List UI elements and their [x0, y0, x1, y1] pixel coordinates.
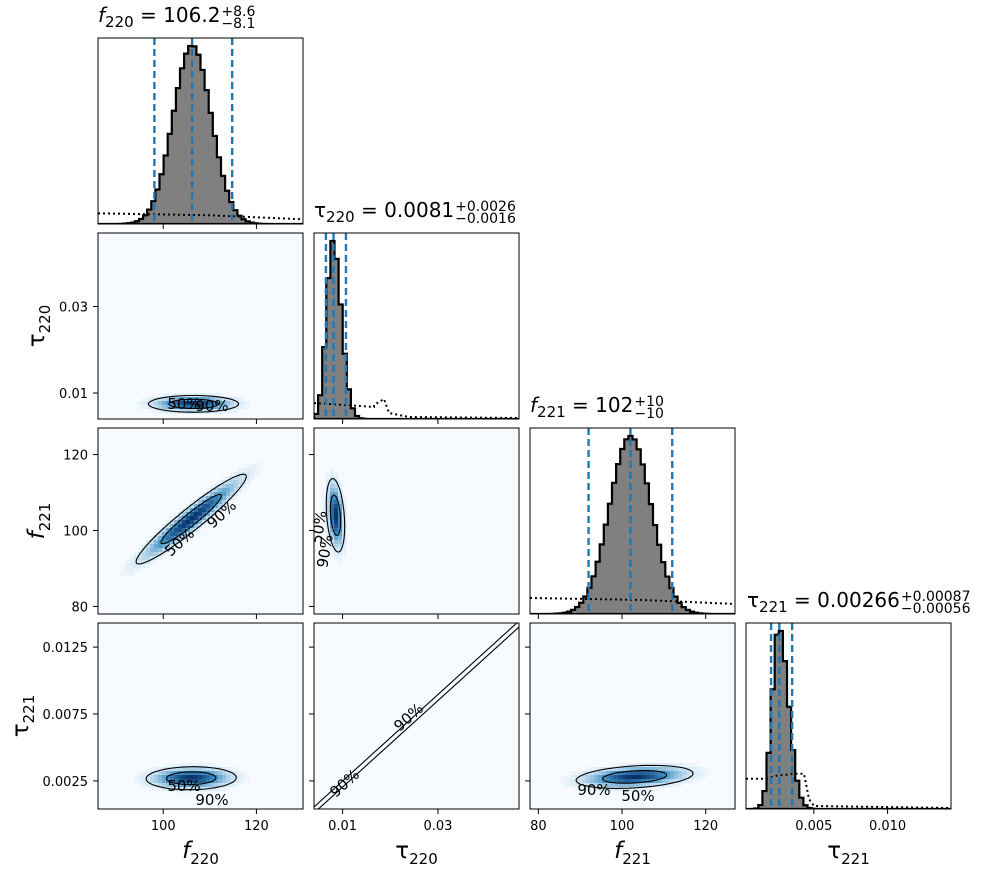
x-tick-label: 0.03: [423, 819, 452, 834]
contour-90: [575, 764, 694, 789]
title-plus: +8.6: [221, 4, 255, 20]
y-tick-label: 100: [63, 524, 88, 539]
y-tick-label: 0.0075: [43, 708, 89, 723]
contour-90: [317, 626, 519, 809]
x-tick-label: 80: [530, 819, 547, 834]
x-tick-label: 100: [151, 819, 176, 834]
panel-background: [314, 428, 519, 614]
contour-90: [145, 766, 237, 791]
x-tick-label: 0.01: [328, 819, 357, 834]
pair-panel-τ220-vs-f220: 50%90% 0.01 0.03: [59, 232, 304, 424]
y-tick-label: 0.0125: [43, 641, 89, 656]
panel-background: [98, 233, 303, 419]
panel-title: f221 = 102: [530, 393, 633, 421]
contour-50: [160, 493, 222, 545]
hist-panel-f220: f220 = 106.2 +8.6−8.1: [97, 3, 304, 229]
hist-panel-τ220: τ220 = 0.0081 +0.0026−0.0016: [313, 198, 520, 424]
pair-panel-τ221-vs-f220: 50%90% 100 120 0.0025 0.0075 0.0125: [43, 622, 304, 834]
y-tick-label: 120: [63, 449, 88, 464]
title-minus: −0.0016: [455, 211, 516, 227]
title-plus: +0.0026: [455, 199, 516, 215]
pair-panel-τ221-vs-f221: 90% 50% 80 100 120: [525, 622, 736, 834]
contour-label-90: 90%: [577, 781, 610, 799]
contour-90: [135, 473, 247, 565]
svg-text:f220: f220: [182, 838, 219, 868]
panel-background: [314, 623, 519, 809]
y-tick-label: 0.0025: [43, 775, 89, 790]
hist-panel-τ221: τ221 = 0.00266 +0.00087−0.00056 0.005 0.010: [745, 588, 971, 834]
contour-90: [314, 623, 518, 808]
panel-title: τ220 = 0.0081: [314, 198, 454, 226]
y-tick-label: 0.01: [59, 387, 88, 402]
contour-90: [147, 394, 240, 413]
prior-line: [746, 772, 951, 809]
posterior-histogram: [746, 629, 951, 809]
hist-panel-f221: f221 = 102 +10−10: [529, 393, 736, 619]
contour-50: [329, 494, 342, 537]
axis-label-τ221: τ221: [827, 838, 870, 868]
x-tick-label: 0.005: [795, 819, 832, 834]
axis-label-f221: f221: [24, 503, 54, 540]
x-tick-label: 0.010: [869, 819, 906, 834]
x-tick-label: 120: [244, 819, 269, 834]
contour-50: [165, 771, 217, 786]
axes-frame: [313, 622, 520, 810]
title-minus: −8.1: [221, 16, 255, 32]
axes-frame: [313, 232, 520, 420]
axis-label-τ221: τ221: [8, 695, 38, 738]
x-tick-label: 100: [610, 819, 635, 834]
title-plus: +10: [634, 394, 664, 410]
svg-text:f221: f221: [614, 838, 651, 868]
posterior-histogram: [530, 434, 735, 614]
contour-label-90: 90%: [195, 397, 228, 415]
contour-label-90: 90%: [313, 533, 337, 569]
contour-90: [325, 478, 346, 553]
panel-title: τ221 = 0.00266: [747, 588, 900, 616]
axis-label-τ220: τ220: [24, 305, 54, 348]
axes-frame: [529, 427, 736, 615]
contour-label-50: 50%: [167, 777, 200, 795]
svg-text:τ221: τ221: [827, 838, 870, 868]
axis-label-τ220: τ220: [395, 838, 438, 868]
contour-label-50: 50%: [621, 787, 654, 805]
svg-text:τ220: τ220: [395, 838, 438, 868]
x-tick-label: 120: [693, 819, 718, 834]
axis-label-f220: f220: [182, 838, 219, 868]
panel-title: f220 = 106.2: [98, 3, 220, 31]
y-tick-label: 0.03: [59, 301, 88, 316]
axes-frame: [97, 37, 304, 225]
prior-line: [314, 397, 519, 419]
axes-frame: [97, 232, 304, 420]
axes-frame: [745, 622, 952, 810]
axes-frame: [529, 622, 736, 810]
contour-label-50: 50%: [167, 395, 200, 413]
axes-frame: [97, 622, 304, 810]
title-minus: −10: [634, 406, 664, 422]
title-minus: −0.00056: [901, 601, 971, 617]
posterior-histogram: [98, 44, 303, 224]
svg-text:τ220: τ220: [24, 305, 54, 348]
pair-panel-τ221-vs-τ220: 90%90%0.01 0.03: [309, 622, 520, 834]
contour-50: [168, 398, 219, 410]
axes-frame: [97, 427, 304, 615]
svg-text:τ221: τ221: [8, 695, 38, 738]
title-plus: +0.00087: [901, 589, 971, 605]
pair-panel-f221-vs-τ220: 50%90%: [307, 427, 520, 619]
svg-text:f221: f221: [24, 503, 54, 540]
contour-label-90: 90%: [195, 791, 228, 809]
y-tick-label: 80: [71, 600, 88, 615]
contour-50: [601, 770, 668, 784]
contour-label-50: 50%: [307, 509, 331, 545]
axis-label-f221: f221: [614, 838, 651, 868]
axes-frame: [313, 427, 520, 615]
